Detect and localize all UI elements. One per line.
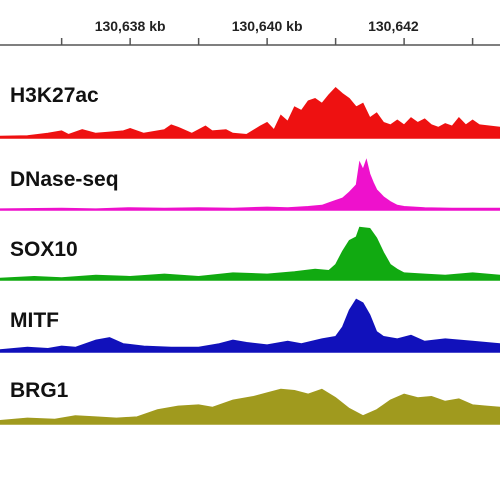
signal-track-h3k27ac xyxy=(0,87,500,139)
track-label: SOX10 xyxy=(10,238,78,261)
genome-coordinate-axis: 130,638 kb 130,640 kb 130,642 xyxy=(0,0,500,60)
axis-ruler xyxy=(0,38,500,46)
axis-tick-label: 130,640 kb xyxy=(231,18,303,34)
track-label: BRG1 xyxy=(10,379,69,402)
signal-track-mitf xyxy=(0,298,500,353)
signal-track-brg1 xyxy=(0,388,500,425)
axis-tick-label: 130,642 xyxy=(368,18,419,34)
track-label: DNase-seq xyxy=(10,168,119,191)
axis-tick-label: 130,638 kb xyxy=(94,18,166,34)
signal-track-sox10 xyxy=(0,226,500,281)
track-label: MITF xyxy=(10,309,59,332)
signal-track-dnase-seq xyxy=(0,158,500,211)
track-label: H3K27ac xyxy=(10,84,99,107)
